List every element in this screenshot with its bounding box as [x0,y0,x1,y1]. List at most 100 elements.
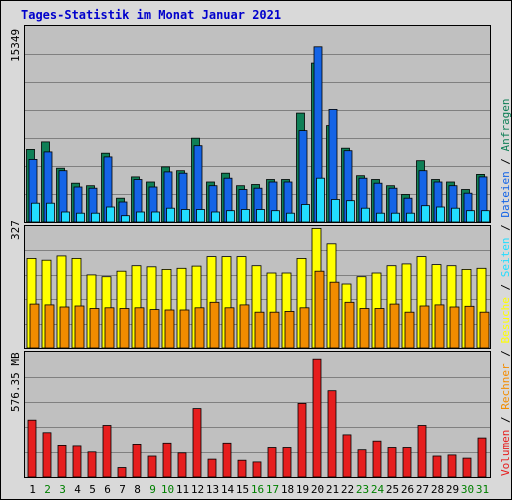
bar-seiten-day-18 [286,212,295,223]
bar-seiten-day-27 [421,205,430,223]
bar-rechner-day-29 [449,306,460,349]
bar-seiten-day-24 [376,212,385,223]
x-tick-label-11: 11 [176,483,189,496]
bar-rechner-day-11 [179,309,190,349]
bar-volumen-day-14 [222,442,232,478]
bar-volumen-day-11 [177,452,187,478]
x-tick-label-17: 17 [266,483,279,496]
x-tick-label-19: 19 [296,483,309,496]
bar-rechner-day-22 [344,301,355,349]
bar-seiten-day-16 [256,209,265,223]
chart-title: Tages-Statistik im Monat Januar 2021 [21,8,281,22]
bar-seiten-day-12 [196,209,205,223]
legend-besuche: Besuche [499,297,512,343]
bar-seiten-day-28 [436,206,445,223]
bar-seiten-day-25 [391,212,400,223]
bar-seiten-day-13 [211,211,220,223]
bar-rechner-day-25 [389,303,400,349]
x-tick-label-6: 6 [104,483,111,496]
bar-seiten-day-15 [241,209,250,223]
bar-volumen-day-25 [387,447,397,478]
x-tick-label-5: 5 [89,483,96,496]
bar-rechner-day-28 [434,304,445,349]
bar-volumen-day-8 [132,443,142,478]
bar-seiten-day-30 [466,210,475,223]
x-tick-label-7: 7 [119,483,126,496]
x-tick-label-24: 24 [371,483,385,496]
bar-volumen-day-13 [207,458,217,478]
bar-volumen-day-29 [447,454,457,478]
middle-panel-max-label: 327 [9,220,22,240]
bar-volumen-day-9 [147,455,157,478]
bar-seiten-day-17 [271,210,280,223]
bar-rechner-day-1 [29,303,40,349]
bar-volumen-day-30 [462,457,472,478]
bar-seiten-day-7 [121,215,130,223]
x-tick-label-28: 28 [431,483,444,496]
bar-volumen-day-21 [327,390,337,478]
bar-volumen-day-12 [192,408,202,478]
bar-rechner-day-7 [119,308,130,349]
legend-separator: / [499,344,512,364]
bar-volumen-day-31 [477,437,487,478]
bar-rechner-day-10 [164,309,175,349]
x-tick-label-4: 4 [74,483,81,496]
legend-seiten: Seiten [499,238,512,278]
legend-volumen: Volumen [499,430,512,476]
x-tick-label-13: 13 [206,483,219,496]
bar-seiten-day-10 [166,207,175,223]
bar-rechner-day-24 [374,308,385,349]
bar-seiten-day-26 [406,212,415,223]
bar-seiten-day-6 [106,206,115,223]
bar-rechner-day-23 [359,308,370,349]
x-tick-label-25: 25 [386,483,399,496]
x-tick-label-2: 2 [44,483,51,496]
bar-volumen-day-24 [372,440,382,478]
bar-volumen-day-17 [267,447,277,478]
x-tick-label-10: 10 [161,483,174,496]
bar-seiten-day-22 [346,200,355,223]
legend-separator: / [499,151,512,171]
x-tick-label-14: 14 [221,483,235,496]
bar-rechner-day-15 [239,304,250,349]
x-tick-label-18: 18 [281,483,294,496]
bar-rechner-day-16 [254,311,265,349]
bar-seiten-day-9 [151,211,160,223]
x-tick-label-26: 26 [401,483,414,496]
bar-volumen-day-27 [417,425,427,478]
bar-rechner-day-13 [209,301,220,349]
bar-volumen-day-10 [162,442,172,478]
bar-volumen-day-26 [402,447,412,478]
x-tick-label-29: 29 [446,483,459,496]
right-legend: Volumen / Rechner / Besuche / Seiten / D… [499,98,512,476]
x-tick-label-8: 8 [134,483,141,496]
bar-seiten-day-23 [361,207,370,223]
bar-rechner-day-3 [59,306,70,349]
x-tick-label-9: 9 [149,483,156,496]
bar-seiten-day-31 [481,210,490,223]
bar-seiten-day-8 [136,211,145,223]
x-tick-label-27: 27 [416,483,429,496]
bar-volumen-day-15 [237,459,247,478]
bar-rechner-day-18 [284,310,295,349]
bar-seiten-day-21 [331,199,340,223]
x-tick-label-12: 12 [191,483,204,496]
panel-volume-frame [24,351,491,478]
bar-rechner-day-12 [194,307,205,349]
legend-dateien: Dateien [499,171,512,217]
bar-volumen-day-5 [87,451,97,478]
bar-volumen-day-1 [27,419,37,478]
bar-volumen-day-7 [117,467,127,478]
x-tick-label-20: 20 [311,483,324,496]
bar-volumen-day-23 [357,449,367,478]
bar-seiten-day-11 [181,209,190,223]
bar-rechner-day-2 [44,304,55,349]
bar-seiten-day-4 [76,212,85,223]
bar-rechner-day-4 [74,305,85,349]
bar-rechner-day-5 [89,308,100,349]
bar-rechner-day-30 [464,305,475,349]
bar-volumen-day-6 [102,425,112,478]
bar-rechner-day-6 [104,307,115,349]
